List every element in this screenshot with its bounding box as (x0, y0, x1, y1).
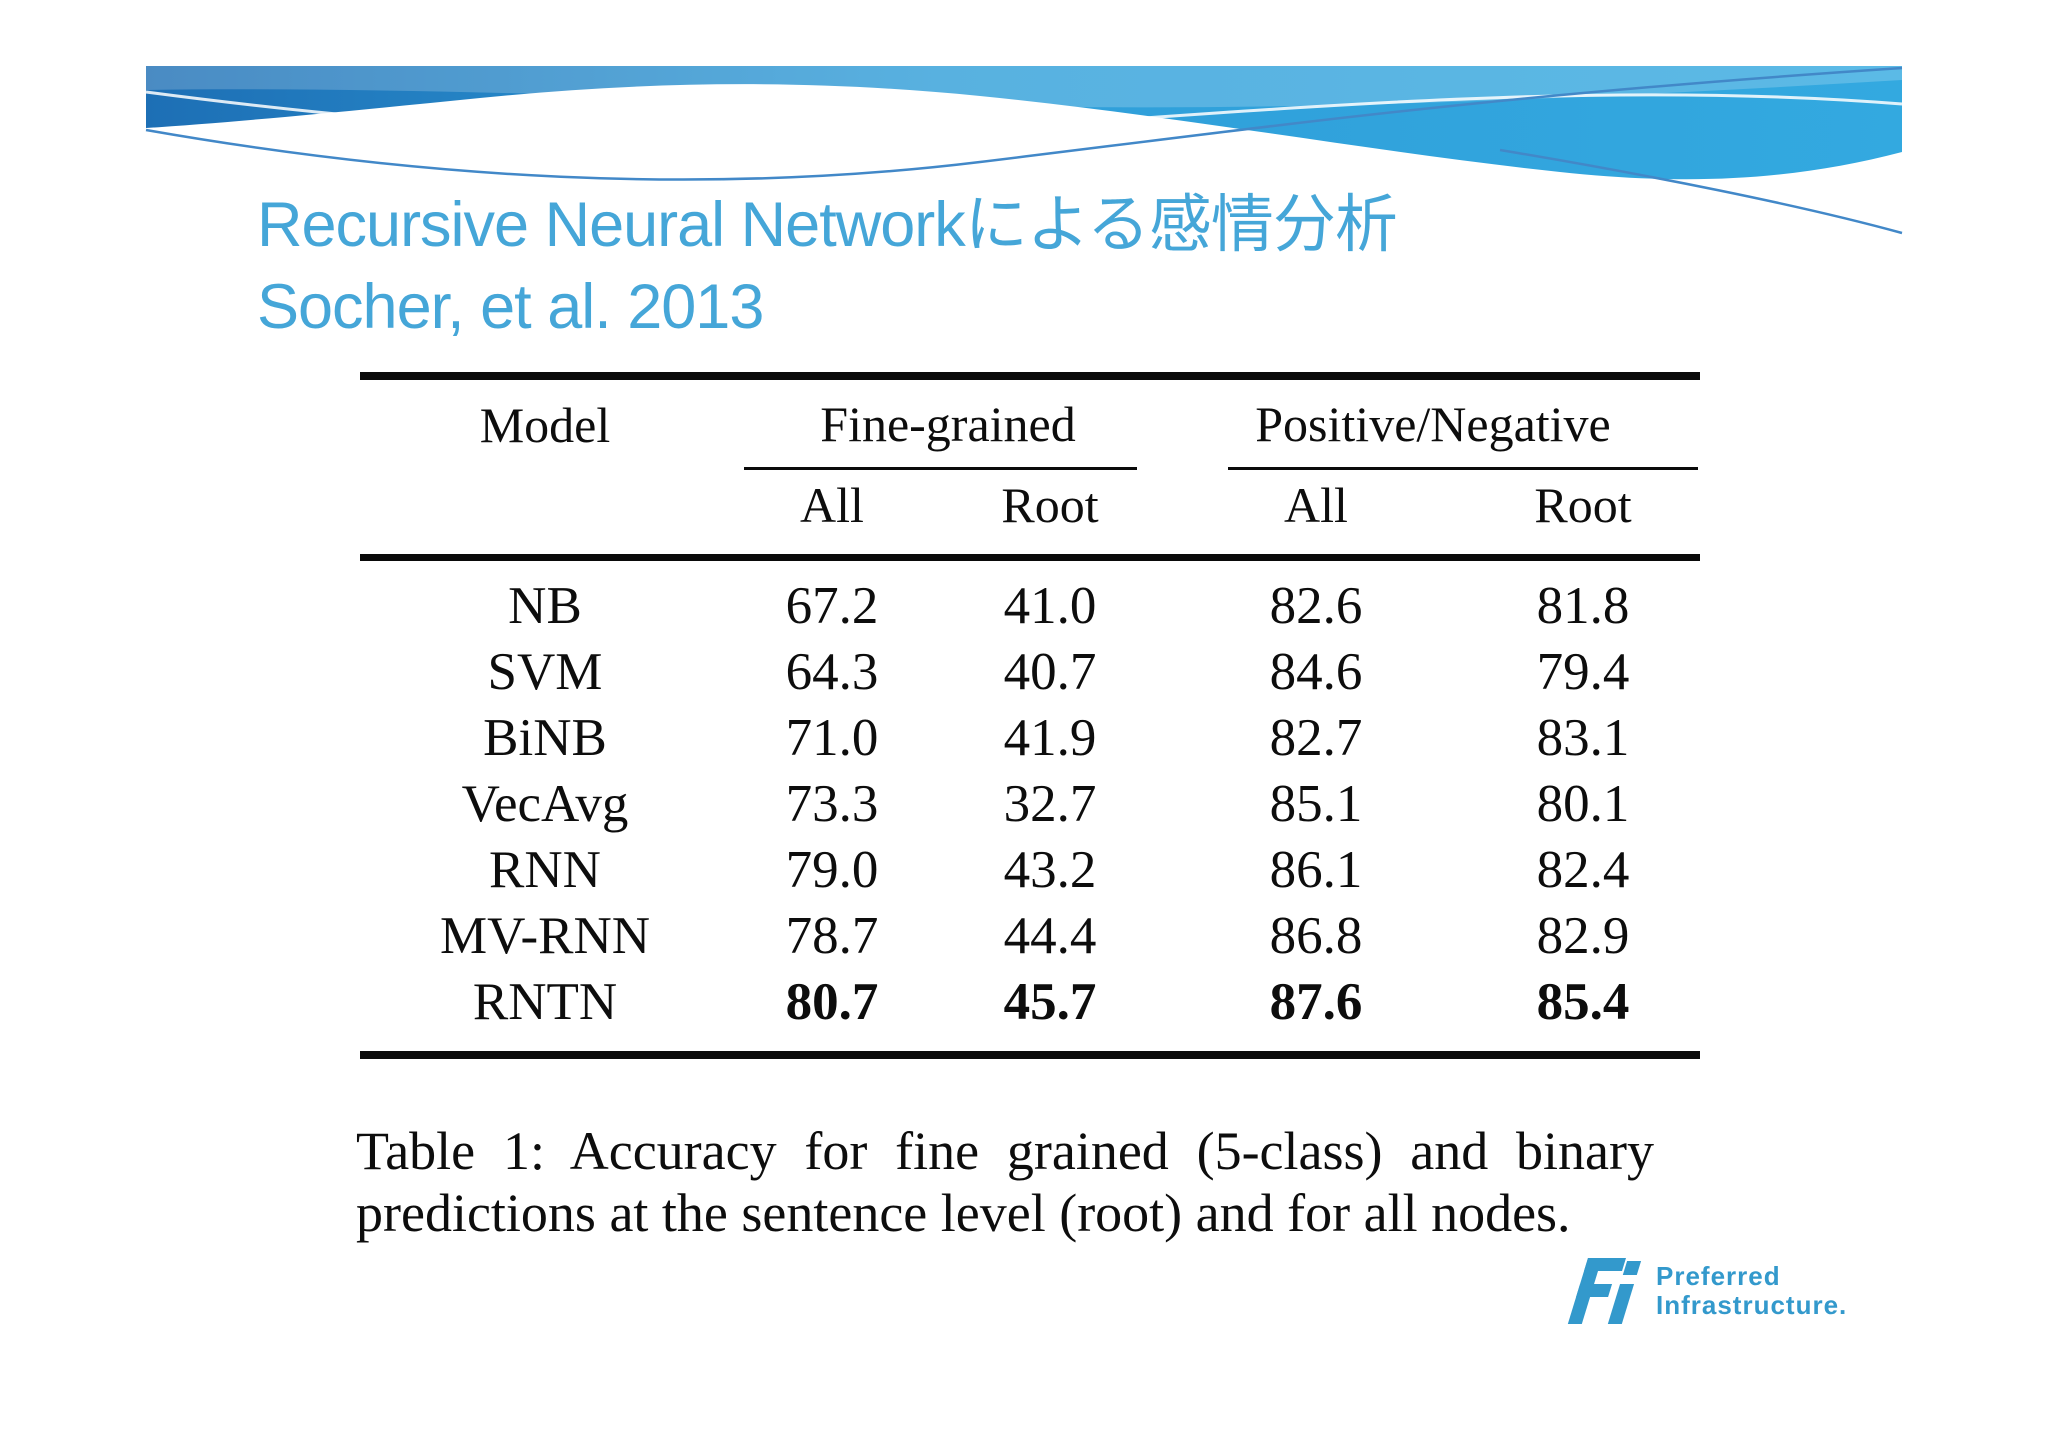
value-cell: 86.8 (1269, 907, 1363, 965)
table-mid-rule (360, 554, 1700, 561)
value-cell: 78.7 (785, 907, 879, 965)
value-cell: 64.3 (785, 643, 879, 701)
value-cell: 43.2 (1003, 841, 1097, 899)
value-cell: 84.6 (1269, 643, 1363, 701)
value-cell: 85.1 (1269, 775, 1363, 833)
value-cell: 82.6 (1269, 577, 1363, 635)
table-row: BiNB 71.0 41.9 82.7 83.1 (360, 705, 1700, 771)
slide-title-line2: Socher, et al. 2013 (257, 272, 764, 342)
preferred-infrastructure-logo: Preferred Infrastructure. (1562, 1258, 1847, 1324)
subheader-fg-root: Root (1001, 477, 1099, 533)
fine-grained-underline (744, 454, 1137, 470)
value-cell: 86.1 (1269, 841, 1363, 899)
model-cell: NB (508, 577, 582, 635)
table-header: Model Fine-grained Positive/Negative All… (360, 396, 1700, 533)
model-cell: VecAvg (461, 775, 629, 833)
column-header-model: Model (479, 397, 611, 453)
model-cell: RNTN (472, 973, 618, 1031)
value-cell: 82.4 (1536, 841, 1630, 899)
model-cell: BiNB (483, 709, 607, 767)
value-cell: 41.0 (1003, 577, 1097, 635)
header-wave-decoration (145, 66, 1903, 235)
value-cell: 67.2 (785, 577, 879, 635)
model-cell: SVM (487, 643, 603, 701)
logo-text-line2: Infrastructure. (1656, 1290, 1848, 1320)
table-caption-line2: predictions at the sentence level (root)… (356, 1183, 1571, 1243)
slide-title-line1: Recursive Neural Networkによる感情分析 (257, 190, 1398, 260)
table-top-rule (360, 372, 1700, 380)
subheader-pn-root: Root (1534, 477, 1632, 533)
model-cell: MV-RNN (439, 907, 651, 965)
table-row: SVM 64.3 40.7 84.6 79.4 (360, 639, 1700, 705)
table-row: VecAvg 73.3 32.7 85.1 80.1 (360, 771, 1700, 837)
subheader-pn-all: All (1284, 477, 1348, 533)
table-row-best: RNTN 80.7 45.7 87.6 85.4 (360, 969, 1700, 1035)
logo-text-line1: Preferred (1656, 1261, 1781, 1291)
value-cell: 41.9 (1003, 709, 1097, 767)
slide-title: Recursive Neural Networkによる感情分析 Socher, … (257, 184, 1398, 348)
table-row: RNN 79.0 43.2 86.1 82.4 (360, 837, 1700, 903)
table-row: NB 67.2 41.0 82.6 81.8 (360, 573, 1700, 639)
value-cell: 80.1 (1536, 775, 1630, 833)
value-cell: 79.4 (1536, 643, 1630, 701)
subheader-fg-all: All (800, 477, 864, 533)
table-caption-line1: Table 1: Accuracy for fine grained (5-cl… (356, 1121, 1654, 1181)
table-bottom-rule (360, 1051, 1700, 1059)
value-cell: 82.7 (1269, 709, 1363, 767)
positive-negative-underline (1228, 454, 1698, 470)
value-cell: 44.4 (1003, 907, 1097, 965)
value-cell: 82.9 (1536, 907, 1630, 965)
table-caption: Table 1: Accuracy for fine grained (5-cl… (356, 1120, 1654, 1244)
value-cell: 80.7 (785, 973, 879, 1031)
value-cell: 73.3 (785, 775, 879, 833)
table-row: MV-RNN 78.7 44.4 86.8 82.9 (360, 903, 1700, 969)
value-cell: 32.7 (1003, 775, 1097, 833)
value-cell: 79.0 (785, 841, 879, 899)
value-cell: 40.7 (1003, 643, 1097, 701)
value-cell: 83.1 (1536, 709, 1630, 767)
model-cell: RNN (489, 841, 601, 899)
column-group-positive-negative: Positive/Negative (1255, 396, 1611, 452)
fi-logo-icon (1567, 1258, 1642, 1324)
logo-text: Preferred Infrastructure. (1656, 1262, 1847, 1320)
value-cell: 87.6 (1269, 973, 1363, 1031)
results-table: Model Fine-grained Positive/Negative All… (360, 372, 1700, 1059)
value-cell: 85.4 (1536, 973, 1630, 1031)
value-cell: 71.0 (785, 709, 879, 767)
value-cell: 45.7 (1003, 973, 1097, 1031)
table-body: NB 67.2 41.0 82.6 81.8 SVM 64.3 40.7 84.… (360, 573, 1700, 1035)
column-group-fine-grained: Fine-grained (820, 396, 1076, 452)
value-cell: 81.8 (1536, 577, 1630, 635)
